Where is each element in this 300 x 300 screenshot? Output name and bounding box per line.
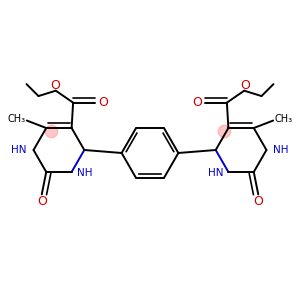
Text: O: O <box>240 79 250 92</box>
Text: O: O <box>192 96 202 109</box>
Text: CH₃: CH₃ <box>275 114 293 124</box>
Text: CH₃: CH₃ <box>7 114 25 124</box>
Text: O: O <box>98 96 108 109</box>
Text: O: O <box>253 195 263 208</box>
Text: HN: HN <box>208 169 223 178</box>
Text: O: O <box>37 195 47 208</box>
Text: O: O <box>50 79 60 92</box>
Text: NH: NH <box>273 145 289 155</box>
Text: NH: NH <box>77 169 92 178</box>
Text: HN: HN <box>11 145 27 155</box>
